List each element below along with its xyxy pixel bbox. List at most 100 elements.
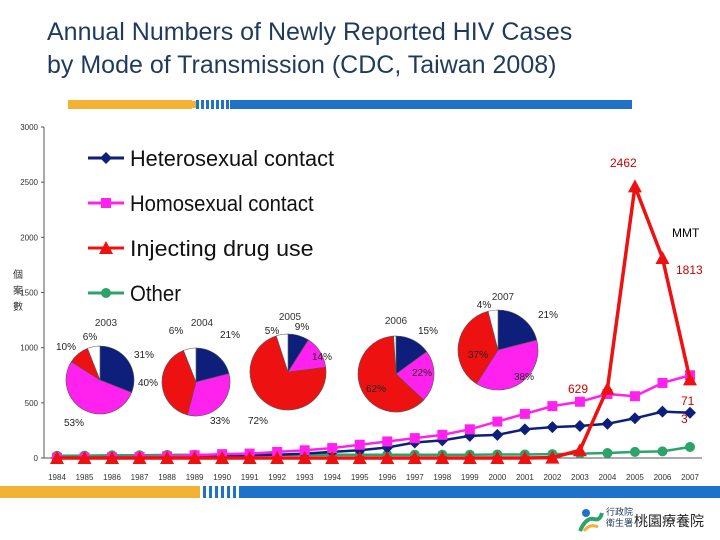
pie-year-label: 2006	[385, 316, 408, 327]
x-tick-label: 1986	[103, 473, 121, 482]
data-point-homosexual	[409, 433, 420, 444]
legend-label-homosexual: Homosexual contact	[130, 191, 314, 216]
data-point-heterosexual	[573, 420, 586, 433]
data-point-heterosexual	[546, 421, 559, 434]
pie-slice-label: 4%	[477, 300, 492, 311]
legend-marker-idu	[99, 241, 113, 254]
annotation-label: 2462	[610, 156, 637, 170]
y-tick-label: 1500	[20, 289, 38, 298]
pie-2007: 21% 38% 37% 4%2007	[457, 292, 558, 391]
chart-legend: Heterosexual contact Homosexual contact In…	[88, 146, 334, 306]
x-tick-label: 2004	[599, 473, 617, 482]
accent-bar-blue	[230, 100, 632, 109]
data-point-homosexual	[354, 439, 365, 450]
pie-slice-label: 22%	[412, 368, 432, 379]
x-tick-label: 1996	[378, 473, 396, 482]
data-point-heterosexual	[491, 428, 504, 441]
pie-year-label: 2005	[279, 312, 302, 323]
data-point-idu	[407, 451, 422, 464]
x-tick-label: 2000	[488, 473, 506, 482]
y-axis-label-char: 個	[13, 268, 23, 281]
pie-slice-homosexual	[476, 339, 539, 391]
pie-slice-idu	[357, 335, 425, 413]
data-point-idu	[242, 451, 257, 464]
pie-slice-heterosexual	[99, 345, 135, 393]
series-line-idu	[57, 185, 692, 460]
data-point-idu	[50, 451, 64, 464]
data-point-homosexual	[327, 443, 338, 454]
pie-slice-label: 14%	[312, 352, 332, 363]
x-tick-label: 2007	[681, 473, 699, 482]
x-tick-label: 2002	[543, 473, 561, 482]
legend-marker-homosexual	[101, 198, 111, 208]
x-tick-label: 2001	[516, 473, 534, 482]
y-axis-label-char: 數	[13, 300, 23, 313]
pie-slice-label: 6%	[83, 332, 98, 343]
y-tick-label: 3000	[20, 123, 38, 132]
data-point-heterosexual	[656, 405, 669, 418]
x-tick-label: 1994	[323, 473, 341, 482]
pie-slice-label: 5%	[265, 326, 280, 337]
pie-2006: 15% 22% 62% 2006	[357, 316, 438, 413]
y-tick-label: 2500	[20, 178, 38, 187]
x-tick-label: 2006	[654, 473, 672, 482]
pie-slice-label: 37%	[468, 350, 488, 361]
data-point-other	[629, 446, 640, 457]
logo-org-line-2: 衛生署	[606, 518, 634, 528]
pie-slice-other	[87, 345, 101, 381]
data-point-homosexual	[547, 401, 558, 412]
data-point-homosexual	[437, 429, 448, 440]
data-point-idu	[105, 451, 120, 464]
legend-label-idu: Injecting drug use	[130, 236, 314, 261]
x-tick-label: 1993	[296, 473, 314, 482]
x-tick-label: 2003	[571, 473, 589, 482]
pie-2005: 9% 14% 72% 5% 2005	[248, 312, 332, 427]
data-point-idu	[132, 451, 147, 464]
pie-year-label: 2004	[191, 318, 214, 329]
data-point-idu	[545, 450, 560, 464]
y-tick-label: 0	[34, 454, 39, 463]
slide-title: Annual Numbers of Newly Reported HIV Cas…	[47, 16, 707, 82]
x-tick-label: 1992	[268, 473, 286, 482]
logo-mark-icon	[578, 509, 604, 532]
x-tick-label: 1999	[461, 473, 479, 482]
title-line-2: by Mode of Transmission (CDC, Taiwan 200…	[47, 51, 557, 79]
data-point-idu	[352, 451, 367, 464]
logo-hospital-name: 桃園療養院	[634, 513, 704, 529]
x-tick-label: 1991	[241, 473, 259, 482]
pie-slice-heterosexual	[195, 347, 230, 383]
pie-slice-other	[275, 333, 289, 373]
data-point-other	[602, 448, 613, 459]
pie-slice-label: 53%	[64, 418, 84, 429]
data-point-homosexual	[574, 396, 585, 407]
accent-bar-gold	[68, 100, 192, 109]
data-point-idu	[380, 451, 395, 464]
x-tick-label: 2005	[626, 473, 644, 482]
pie-slice-label: 40%	[138, 378, 158, 389]
pie-slice-label: 21%	[220, 330, 240, 341]
annotation-label: 629	[568, 382, 588, 396]
data-point-homosexual	[657, 377, 668, 388]
data-point-idu	[655, 250, 670, 264]
pie-slice-homosexual	[187, 373, 231, 417]
data-point-idu	[435, 451, 450, 464]
x-tick-label: 1995	[351, 473, 369, 482]
accent-bar-stripes	[196, 100, 230, 109]
pie-slice-idu	[161, 349, 197, 416]
data-point-heterosexual	[518, 423, 531, 436]
x-tick-label: 1985	[76, 473, 94, 482]
hospital-logo: 行政院 衛生署 桃園療養院	[578, 505, 713, 537]
data-point-idu	[572, 443, 587, 457]
data-point-idu	[490, 451, 505, 464]
x-tick-label: 1998	[433, 473, 451, 482]
pie-2003: 31% 53% 10% 6% 2003	[56, 318, 154, 429]
footer-bar-gold	[0, 486, 200, 498]
pie-slice-idu	[249, 335, 327, 411]
data-point-idu	[462, 451, 477, 464]
pie-slice-other	[183, 347, 197, 383]
data-point-idu	[160, 451, 175, 464]
footer-bar-stripes	[200, 486, 240, 498]
x-tick-label: 1997	[406, 473, 424, 482]
pie-slice-label: 15%	[418, 326, 438, 337]
data-point-heterosexual	[684, 406, 696, 419]
